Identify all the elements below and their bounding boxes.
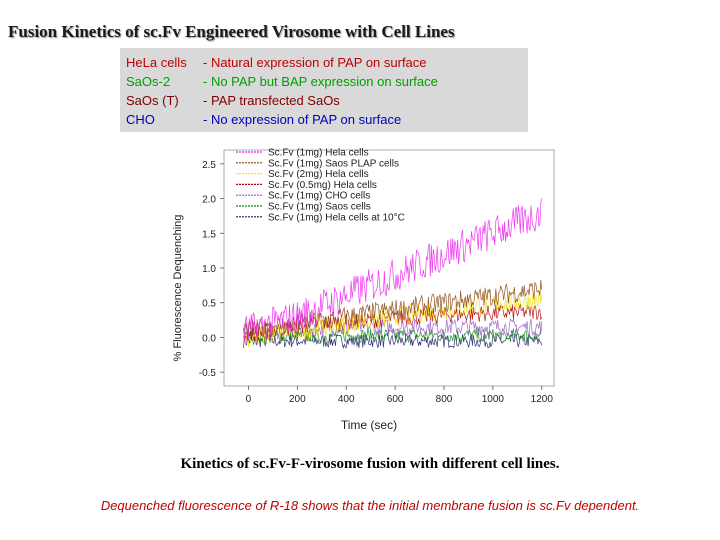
cell-line-name: HeLa cells [126, 55, 187, 70]
cell-line-name: CHO [126, 112, 155, 127]
cell-line-legend: HeLa cells - Natural expression of PAP o… [120, 48, 528, 132]
cell-line-name: SaOs (T) [126, 93, 179, 108]
y-tick-label: 1.5 [202, 229, 216, 240]
x-tick-label: 400 [338, 394, 355, 405]
page-title: Fusion Kinetics of sc.Fv Engineered Viro… [8, 22, 455, 41]
cell-line-desc: - PAP transfected SaOs [203, 93, 340, 108]
legend-label: Sc.Fv (1mg) CHO cells [268, 191, 370, 202]
y-tick-label: 1.0 [202, 264, 216, 275]
cell-line-name: SaOs-2 [126, 74, 171, 89]
x-tick-label: 1200 [531, 394, 554, 405]
legend-label: Sc.Fv (2mg) Hela cells [268, 169, 369, 180]
cell-line-desc: - No expression of PAP on surface [203, 112, 402, 127]
y-tick-label: 0.0 [202, 333, 216, 344]
y-axis-label: % Fluorescence Dequenching [172, 215, 184, 362]
x-tick-label: 0 [246, 394, 252, 405]
legend-label: Sc.Fv (1mg) Saos cells [268, 202, 371, 213]
series-line-4 [243, 318, 543, 340]
y-tick-label: 2.0 [202, 195, 216, 206]
series-line-6 [243, 332, 543, 349]
x-tick-label: 200 [289, 394, 306, 405]
y-tick-label: 2.5 [202, 160, 216, 171]
figure-note: Dequenched fluorescence of R-18 shows th… [100, 498, 640, 513]
fluorescence-chart: -0.5 0.0 0.5 1.0 1.5 2.0 2.5 0 200 400 600 800 1000 1… [172, 148, 555, 432]
y-tick-label: 0.5 [202, 299, 216, 310]
series-line-0 [243, 198, 543, 345]
figure-caption: Kinetics of sc.Fv-F-virosome fusion with… [180, 456, 560, 472]
x-axis-label: Time (sec) [341, 418, 397, 432]
legend-label: Sc.Fv (1mg) Saos PLAP cells [268, 158, 399, 169]
cell-line-desc: - No PAP but BAP expression on surface [203, 74, 438, 89]
x-tick-label: 1000 [482, 394, 505, 405]
legend-label: Sc.Fv (1mg) Hela cells [268, 148, 369, 159]
legend-label: Sc.Fv (1mg) Hela cells at 10°C [268, 212, 405, 223]
x-tick-label: 600 [387, 394, 404, 405]
x-tick-label: 800 [436, 394, 453, 405]
legend-label: Sc.Fv (0.5mg) Hela cells [268, 180, 377, 191]
y-tick-label: -0.5 [199, 368, 217, 379]
series-line-3 [243, 303, 543, 342]
series-line-1 [243, 279, 543, 340]
cell-line-desc: - Natural expression of PAP on surface [203, 55, 427, 70]
